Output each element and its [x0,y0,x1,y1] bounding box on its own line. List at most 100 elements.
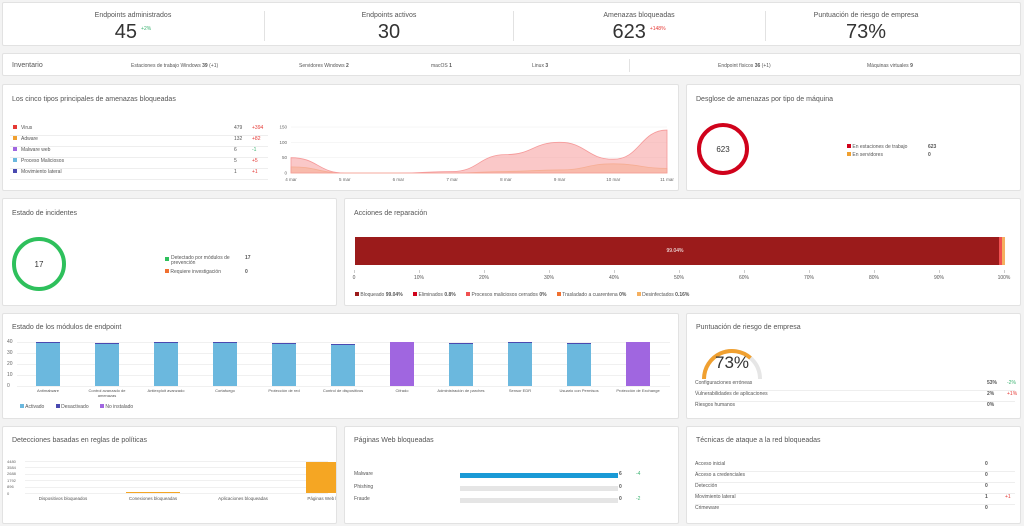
swatch [636,292,641,296]
legend-item[interactable]: Activado [20,404,44,410]
legend-item[interactable]: Eliminados 0.8% [413,292,456,298]
threats-legend: Virus 479 +394 Adware 132 +82 Malware web 6 -1… [10,125,268,185]
legend-item[interactable]: Desinfectados 0.16% [636,292,689,298]
threat-row[interactable]: Proceso Maliciosos 5 +5 [10,158,268,169]
kpi-card: Endpoints administrados 45 +2% Endpoints … [2,2,1021,46]
x-tick-label: Protección de Exchange [616,388,660,393]
y-tick-label: 3584 [7,464,16,470]
threat-row[interactable]: Virus 479 +394 [10,125,268,136]
module-bar-desactivado[interactable] [508,342,532,344]
module-bar-activado[interactable] [331,345,355,386]
web-bar-track [460,473,618,478]
kpi-risk-score[interactable]: Puntuación de riesgo de empresa 73% [766,3,966,45]
inventory-item[interactable]: Linux 3 [532,63,548,69]
policy-bar[interactable] [306,462,336,493]
network-row[interactable]: Crimeware 0 [695,505,1015,516]
swatch [13,125,17,129]
legend-item[interactable]: No instalado [100,404,133,410]
y-tick-label: 150 [279,125,287,130]
inventory-label: Linux [532,63,544,69]
legend-item[interactable]: Bloqueado 99.04% [355,292,403,298]
module-bar-activado[interactable] [567,344,591,386]
inventory-item[interactable]: macOS 1 [431,63,452,69]
network-row[interactable]: Detección 0 [695,483,1015,494]
legend-item[interactable]: Trasladado a cuarentena 0% [556,292,626,298]
x-tick-label: Antimalware [36,388,59,393]
y-tick-label: 0 [284,171,287,176]
area-series-virus[interactable] [290,129,668,174]
policy-bar[interactable] [126,492,180,493]
axis-tick-label: 90% [933,275,944,281]
web-row[interactable]: Fraude 0 -2 [354,496,674,502]
policy-card: Detecciones basadas en reglas de polític… [2,426,337,524]
machine-value: 0 [928,152,931,158]
module-bar-activado[interactable] [449,344,473,386]
inventory-item[interactable]: Estaciones de trabajo Windows 39 (+1) [131,63,218,69]
network-label: Acceso a credenciales [695,472,746,478]
y-tick-label: 100 [279,140,287,145]
network-card: Técnicas de ataque a la red bloqueadas A… [686,426,1021,524]
network-row[interactable]: Movimiento lateral 1 +1 [695,494,1015,505]
legend-item[interactable]: Procesos maliciosos cerrados 0% [466,292,547,298]
module-bar-no-instalado[interactable] [626,342,650,386]
module-bar-desactivado[interactable] [95,343,119,345]
x-tick-label: Usuario con Permisos [559,388,599,393]
machine-row[interactable]: En estaciones de trabajo 623 [847,144,937,150]
threat-delta: +5 [252,158,258,164]
module-bar-activado[interactable] [36,343,60,386]
web-row[interactable]: Phishing 0 [354,484,674,490]
web-label: Malware [354,471,373,477]
module-bar-activado[interactable] [154,343,178,386]
modules-bar-chart[interactable]: 0 10 20 30 40 Antimalware Control avanzado de … [3,336,678,402]
module-bar-desactivado[interactable] [272,343,296,345]
module-bar-desactivado[interactable] [213,342,237,344]
network-row[interactable]: Acceso a credenciales 0 [695,472,1015,483]
inventory-item[interactable]: Endpoint físicos 36 (+1) [718,63,771,69]
module-bar-activado[interactable] [508,343,532,386]
inventory-item[interactable]: Servidores Windows 2 [299,63,349,69]
machine-row[interactable]: En servidores 0 [847,152,937,158]
web-delta: -2 [636,496,641,502]
incidents-donut[interactable] [12,237,66,291]
module-bar-activado[interactable] [272,344,296,386]
module-bar-desactivado[interactable] [449,343,473,345]
risk-gauge[interactable] [697,342,767,384]
remediation-bar-track[interactable]: 99.04% [355,237,1005,265]
module-bar-activado[interactable] [213,343,237,386]
machine-donut[interactable] [697,123,749,175]
threat-row[interactable]: Adware 132 +82 [10,136,268,147]
module-bar-desactivado[interactable] [567,343,591,345]
kpi-managed-endpoints[interactable]: Endpoints administrados 45 +2% [3,3,263,45]
module-bar-desactivado[interactable] [154,342,178,344]
web-row[interactable]: Malware 6 -4 [354,471,674,477]
risk-row[interactable]: Riesgos humanos 0% [695,402,1015,413]
module-bar-desactivado[interactable] [331,344,355,346]
threat-row[interactable]: Malware web 6 -1 [10,147,268,158]
web-value: 0 [619,496,622,502]
module-bar-activado[interactable] [95,344,119,386]
module-bar-desactivado[interactable] [36,342,60,344]
risk-value-item: 53% [987,380,998,386]
risk-breakdown: Configuraciones erróneas 53% -2% Vulnerabi… [695,380,1017,414]
legend-item[interactable]: Desactivado [55,404,89,410]
axis-tick [419,270,420,273]
incident-row[interactable]: Detectado por módulos de prevención 17 [165,256,255,266]
kpi-value: 30 [377,21,401,43]
gridline [17,342,670,343]
inventory-item[interactable]: Máquinas virtuales 9 [867,63,913,69]
network-value: 0 [985,505,988,511]
card-title: Páginas Web bloqueadas [354,437,434,444]
risk-row[interactable]: Configuraciones erróneas 53% -2% [695,380,1016,391]
network-row[interactable]: Acceso inicial 0 [695,461,1015,472]
top-threats-card: Los cinco tipos principales de amenazas … [2,84,679,191]
policy-bar-chart[interactable]: 0 896 1792 2688 3584 4480 Dispositivos bloquea… [3,457,336,523]
gridline [17,386,670,387]
incident-row[interactable]: Requiere investigación 0 [165,269,255,275]
kpi-blocked-threats[interactable]: Amenazas bloqueadas 623 +148% [514,3,764,45]
risk-row[interactable]: Vulnerabilidades de aplicaciones 2% +1% [695,391,1017,402]
module-bar-no-instalado[interactable] [390,342,414,386]
threat-row[interactable]: Movimiento lateral 1 +1 [10,169,268,180]
threats-area-chart[interactable]: 0 50 100 150 4 mar 5 mar 6 mar 7 mar 8 mar 9 mar 1… [275,123,675,185]
swatch [13,136,17,140]
kpi-active-endpoints[interactable]: Endpoints activos 30 [265,3,513,45]
